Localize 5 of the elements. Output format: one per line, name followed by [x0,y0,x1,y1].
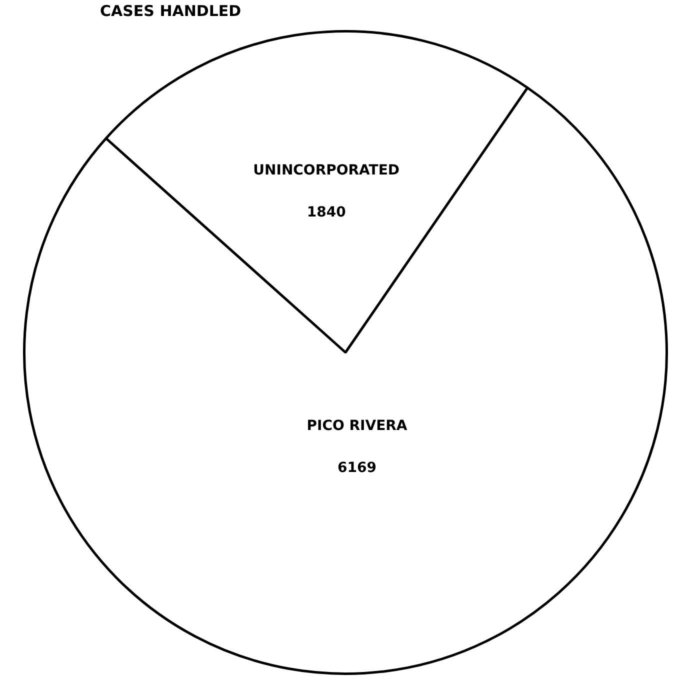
data-label: 1840 [306,204,346,221]
slice-label: UNINCORPORATED [253,162,400,179]
slice-label: PICO RIVERA [306,418,408,434]
chart-title: CASES HANDLED [100,2,242,20]
data-label: 6169 [338,460,376,476]
